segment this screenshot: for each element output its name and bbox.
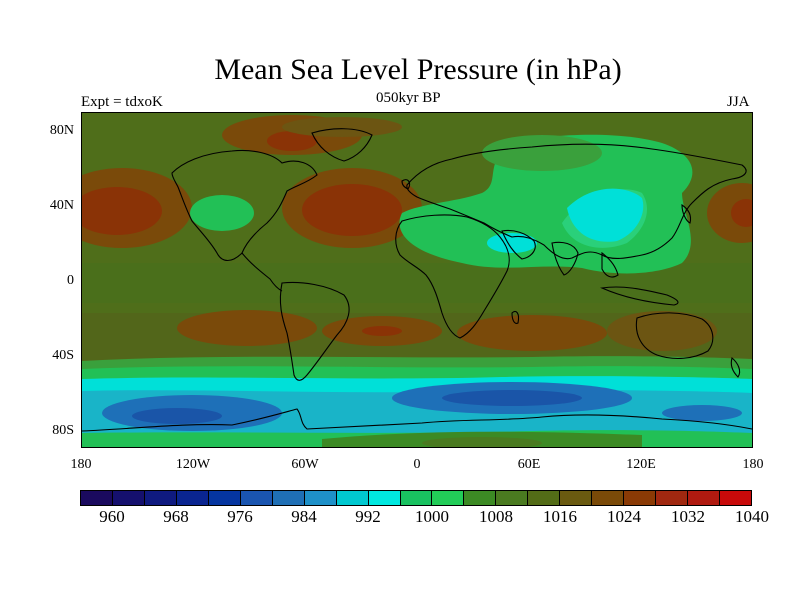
antarctica-coast bbox=[82, 408, 752, 432]
colorbar-swatch bbox=[528, 491, 561, 505]
colorbar-swatch bbox=[592, 491, 625, 505]
north-america-low bbox=[190, 195, 254, 231]
arabia-low bbox=[487, 233, 537, 253]
colorbar-label: 976 bbox=[227, 507, 253, 526]
map-canvas bbox=[82, 113, 752, 447]
colorbar-swatch bbox=[560, 491, 593, 505]
indonesia-coast bbox=[600, 286, 679, 306]
lon-tick-0: 0 bbox=[413, 457, 421, 472]
lat-tick-80n: 80N bbox=[49, 123, 74, 138]
pressure-map bbox=[81, 112, 753, 448]
colorbar-swatch bbox=[81, 491, 113, 505]
australia-coast bbox=[635, 312, 714, 360]
japan-coast bbox=[681, 203, 692, 224]
madagascar-coast bbox=[511, 310, 520, 324]
lon-tick-60w: 60W bbox=[291, 457, 319, 472]
colorbar-swatch bbox=[208, 491, 241, 505]
africa-coast bbox=[395, 214, 510, 339]
arabia-coast bbox=[501, 229, 536, 260]
far-east-low bbox=[662, 405, 742, 421]
central-america-coast bbox=[241, 252, 283, 292]
lat-tick-40n: 40N bbox=[49, 198, 74, 213]
colorbar-swatch bbox=[464, 491, 497, 505]
south-america-coast bbox=[279, 282, 350, 381]
lat-tick-80s: 80S bbox=[52, 423, 74, 438]
season-label: JJA bbox=[727, 94, 750, 110]
north-atlantic-high-core bbox=[302, 184, 402, 236]
colorbar-swatch bbox=[688, 491, 721, 505]
experiment-label: Expt = tdxoK bbox=[81, 94, 163, 110]
lon-tick-60e: 60E bbox=[517, 457, 541, 472]
siberia-green bbox=[482, 135, 602, 171]
colorbar-swatch bbox=[112, 491, 145, 505]
colorbar-label: 968 bbox=[163, 507, 189, 526]
north-america-coast bbox=[171, 149, 318, 262]
colorbar-swatch bbox=[272, 491, 305, 505]
colorbar-swatch bbox=[496, 491, 529, 505]
lon-tick-120w: 120W bbox=[175, 457, 211, 472]
greenland-high bbox=[282, 117, 402, 137]
lat-tick-40s: 40S bbox=[52, 348, 74, 363]
pacific-low-core bbox=[132, 408, 222, 424]
lat-tick-0: 0 bbox=[67, 273, 74, 288]
indian-ocean-high bbox=[457, 315, 607, 351]
colorbar-label: 1000 bbox=[415, 507, 449, 526]
asia-low-cyan bbox=[567, 188, 644, 242]
colorbar-label: 1032 bbox=[671, 507, 705, 526]
greenland-coast bbox=[311, 128, 373, 162]
colorbar-label: 960 bbox=[99, 507, 125, 526]
colorbar-swatch bbox=[720, 491, 752, 505]
colorbar-swatch bbox=[336, 491, 369, 505]
colorbar-swatch bbox=[304, 491, 337, 505]
british-isles-coast bbox=[401, 179, 411, 190]
colorbar-swatch bbox=[176, 491, 209, 505]
coastlines bbox=[82, 128, 752, 432]
chart-title: Mean Sea Level Pressure (in hPa) bbox=[214, 53, 622, 86]
colorbar-swatch bbox=[240, 491, 273, 505]
lon-tick-180e: 180 bbox=[742, 457, 764, 472]
colorbar-swatch bbox=[144, 491, 177, 505]
lon-tick-180w: 180 bbox=[70, 457, 92, 472]
indian-low-core bbox=[442, 390, 582, 406]
colorbar-swatch bbox=[432, 491, 465, 505]
antarctic-high bbox=[422, 437, 542, 447]
colorbar-label: 1040 bbox=[735, 507, 769, 526]
australia-high bbox=[607, 311, 717, 351]
colorbar-swatch bbox=[400, 491, 433, 505]
lon-tick-120e: 120E bbox=[626, 457, 656, 472]
north-pacific-high-west-core bbox=[82, 187, 162, 235]
southeast-asia-coast bbox=[601, 251, 619, 278]
colorbar-label: 992 bbox=[355, 507, 381, 526]
colorbar-label: 1008 bbox=[479, 507, 513, 526]
colorbar-label: 984 bbox=[291, 507, 317, 526]
arctic-high-core bbox=[267, 131, 317, 151]
colorbar-swatch bbox=[656, 491, 689, 505]
south-atlantic-core bbox=[362, 326, 402, 336]
colorbar-swatch bbox=[368, 491, 401, 505]
colorbar-swatch bbox=[624, 491, 657, 505]
north-pacific-high-east-core bbox=[731, 199, 752, 227]
colorbar-label: 1024 bbox=[607, 507, 641, 526]
colorbar-label: 1016 bbox=[543, 507, 577, 526]
north-pacific-high-east bbox=[707, 183, 752, 243]
south-pacific-high bbox=[177, 310, 317, 346]
subtitle: 050kyr BP bbox=[376, 90, 441, 106]
india-coast bbox=[551, 241, 579, 276]
colorbar bbox=[80, 490, 752, 506]
new-zealand-coast bbox=[730, 357, 741, 378]
